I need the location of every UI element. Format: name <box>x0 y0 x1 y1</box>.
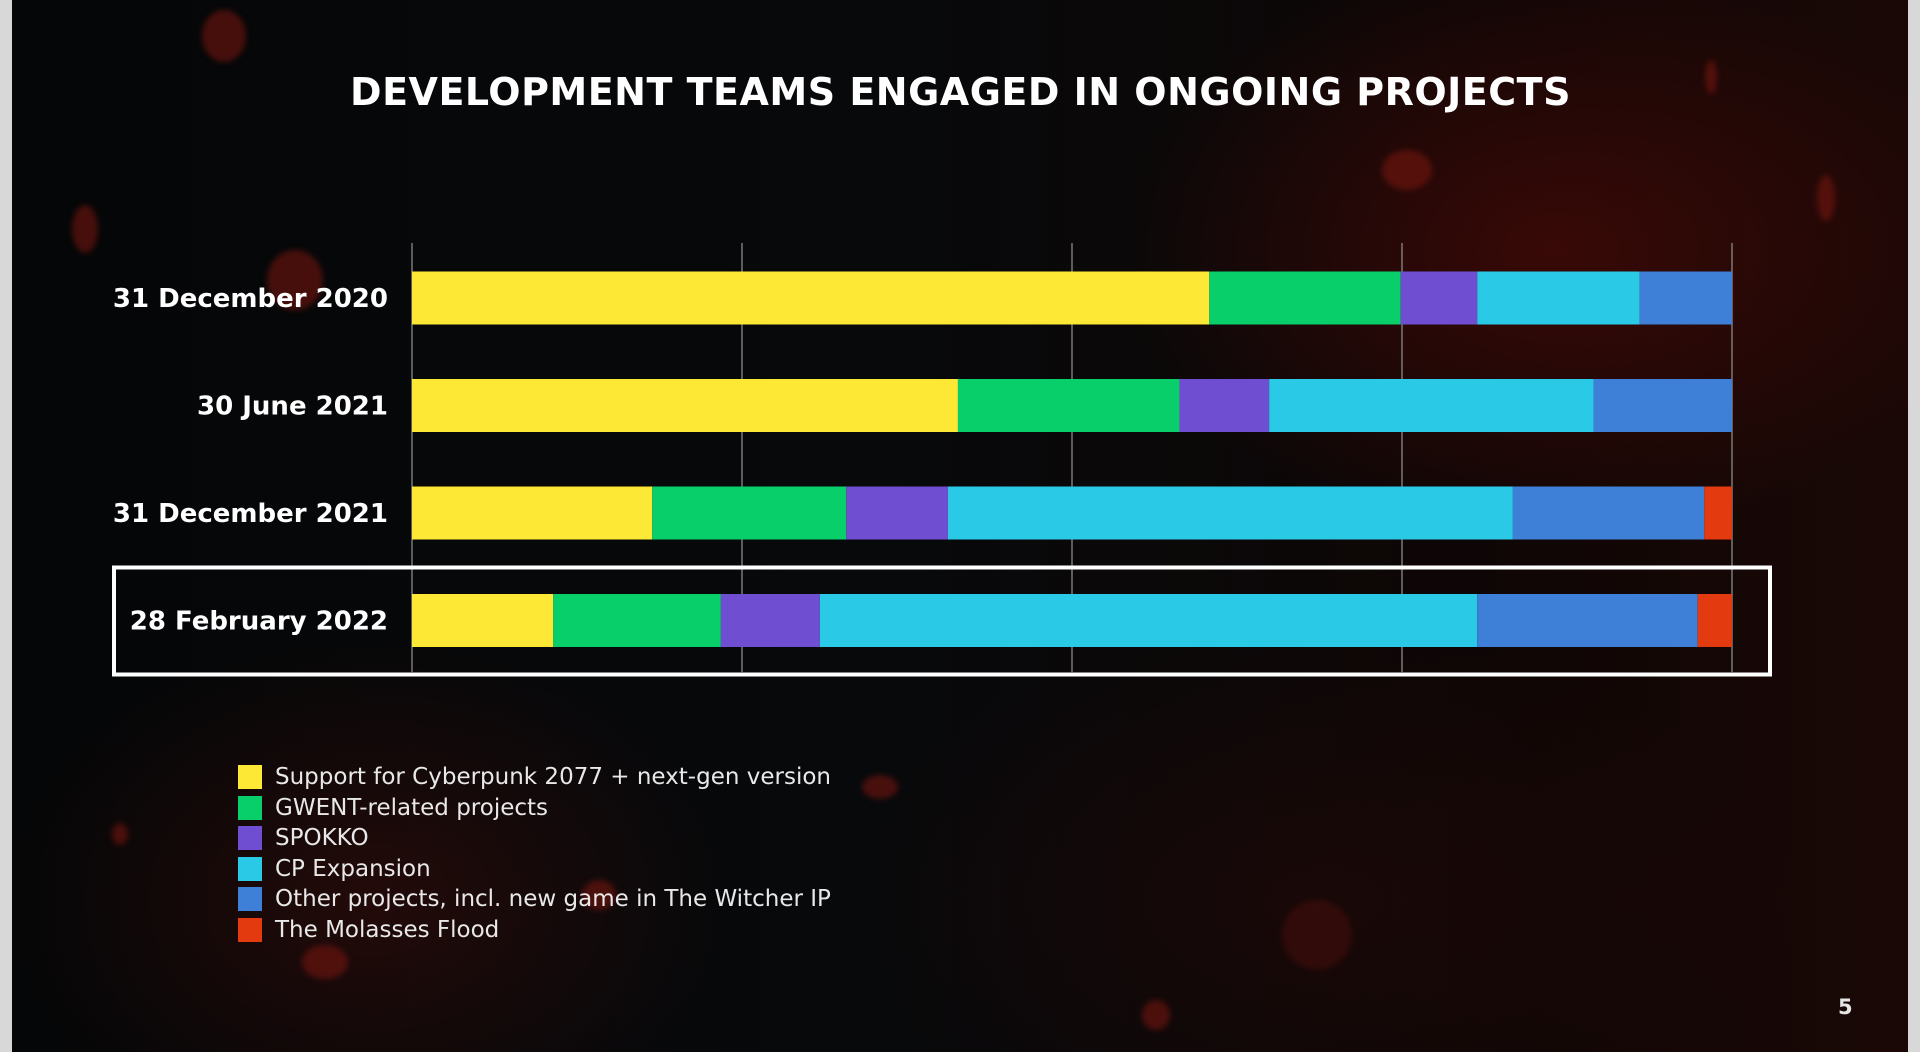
ember-decoration <box>1817 175 1835 221</box>
ember-decoration <box>1705 60 1717 94</box>
highlight-frame <box>112 565 1772 677</box>
category-label-3: 28 February 2022 <box>130 607 388 637</box>
legend-label: SPOKKO <box>275 825 369 852</box>
bar-segment-3-2 <box>720 594 820 647</box>
bars <box>412 271 1732 647</box>
ember-decoration <box>302 945 348 979</box>
bar-segment-0-0 <box>412 271 1210 325</box>
page-number: 5 <box>1838 995 1853 1019</box>
bar-segment-2-4 <box>1512 486 1705 540</box>
bar-segment-1-1 <box>957 379 1180 432</box>
legend-swatch <box>238 856 262 881</box>
bar-segment-2-5 <box>1704 486 1732 540</box>
bar-segment-3-4 <box>1477 594 1698 647</box>
chart-title: DEVELOPMENT TEAMS ENGAGED IN ONGOING PRO… <box>350 70 1571 114</box>
legend: Support for Cyberpunk 2077 + next-gen ve… <box>238 762 831 945</box>
slide: DEVELOPMENT TEAMS ENGAGED IN ONGOING PRO… <box>12 0 1908 1052</box>
ember-decoration <box>1142 1000 1170 1030</box>
bar-segment-1-4 <box>1593 379 1732 432</box>
bar-segment-2-3 <box>947 486 1513 540</box>
legend-item-2: SPOKKO <box>238 823 831 854</box>
legend-label: CP Expansion <box>275 855 431 882</box>
bar-segment-0-4 <box>1639 271 1732 325</box>
category-labels: 31 December 2020 30 June 2021 31 December … <box>113 284 388 637</box>
bar-segment-3-3 <box>819 594 1478 647</box>
bar-segment-3-5 <box>1697 594 1732 647</box>
legend-item-1: GWENT-related projects <box>238 793 831 824</box>
legend-label: GWENT-related projects <box>275 794 549 821</box>
legend-swatch <box>238 887 262 912</box>
bar-segment-3-0 <box>412 594 554 647</box>
bar-segment-1-0 <box>412 379 958 432</box>
legend-swatch <box>238 917 262 942</box>
bar-segment-0-1 <box>1209 271 1401 325</box>
ember-decoration <box>267 250 323 310</box>
bar-segment-2-2 <box>846 486 948 540</box>
ember-decoration <box>72 205 98 253</box>
ember-decoration <box>1282 900 1352 970</box>
legend-label: Support for Cyberpunk 2077 + next-gen ve… <box>275 764 831 791</box>
bar-segment-1-3 <box>1269 379 1594 432</box>
ember-decoration <box>862 775 898 799</box>
legend-label: The Molasses Flood <box>275 916 500 943</box>
legend-item-4: Other projects, incl. new game in The Wi… <box>238 884 831 915</box>
legend-swatch <box>238 765 262 790</box>
bar-segment-0-3 <box>1477 271 1640 325</box>
bar-segment-1-2 <box>1179 379 1270 432</box>
ember-decoration <box>112 823 128 845</box>
category-label-1: 30 June 2021 <box>197 392 388 422</box>
legend-item-3: CP Expansion <box>238 854 831 885</box>
stacked-bar-chart: 31 December 2020 30 June 2021 31 December … <box>112 243 1772 677</box>
bar-segment-2-1 <box>652 486 847 540</box>
ember-decoration <box>582 880 616 910</box>
category-label-0: 31 December 2020 <box>113 284 388 314</box>
legend-label: Other projects, incl. new game in The Wi… <box>275 886 831 913</box>
category-label-2: 31 December 2021 <box>113 499 388 529</box>
legend-swatch <box>238 795 262 820</box>
ember-decoration <box>202 10 246 62</box>
legend-item-0: Support for Cyberpunk 2077 + next-gen ve… <box>238 762 831 793</box>
ember-decoration <box>1382 150 1432 190</box>
legend-swatch <box>238 826 262 851</box>
legend-item-5: The Molasses Flood <box>238 915 831 946</box>
bar-segment-3-1 <box>553 594 721 647</box>
bar-segment-2-0 <box>412 486 653 540</box>
bar-segment-0-2 <box>1400 271 1478 325</box>
